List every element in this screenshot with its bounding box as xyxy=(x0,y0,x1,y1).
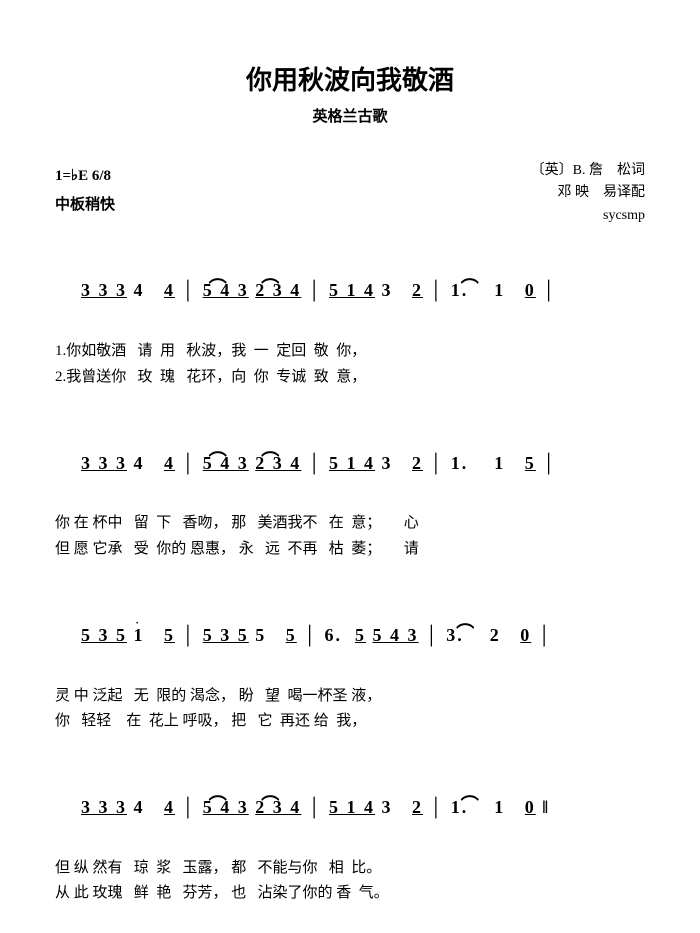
score-line-1: 3 3 3 4 4 │ ⌒5 4 3 ⌒2 3 4 │ 5 1 4 3 2 │ … xyxy=(55,242,645,390)
lyric-line-1a: 1.你如敬酒 请 用 秋波，我 一 定回 敬 你， xyxy=(55,339,645,365)
song-title: 你用秋波向我敬酒 xyxy=(55,60,645,97)
credits-block: 〔英〕B. 詹 松词 邓 映 易译配 sycsmp xyxy=(531,160,645,227)
score-line-2: 3 3 3 4 4 │ ⌒5 4 3 ⌒2 3 4 │ 5 1 4 3 2 │ … xyxy=(55,414,645,562)
song-subtitle: 英格兰古歌 xyxy=(55,105,645,126)
credit-line-1: 〔英〕B. 詹 松词 xyxy=(531,160,645,182)
notation-line: 3 3 3 4 4 │ ⌒5 4 3 ⌒2 3 4 │ 5 1 4 3 2 │ … xyxy=(55,242,645,339)
lyric-line-3a: 灵 中 泛起 无 限的 渴念， 盼 望 喝一杯圣 液， xyxy=(55,684,645,710)
lyric-line-2b: 但 愿 它承 受 你的 恩惠， 永 远 不再 枯 萎； 请 xyxy=(55,537,645,563)
lyric-line-3b: 你 轻轻 在 花上 呼吸， 把 它 再还 给 我， xyxy=(55,709,645,735)
notation-line: 5 3 5 1· 5 │ 5 3 5 5 5 │ 6. 5 5 4 3 │ ⌒3… xyxy=(55,586,645,683)
score-line-3: 5 3 5 1· 5 │ 5 3 5 5 5 │ 6. 5 5 4 3 │ ⌒3… xyxy=(55,586,645,734)
credit-line-2: 邓 映 易译配 xyxy=(531,182,645,204)
lyric-line-4b: 从 此 玫瑰 鲜 艳 芬芳， 也 沾染了你的 香 气。 xyxy=(55,881,645,907)
lyric-line-2a: 你 在 杯中 留 下 香吻， 那 美酒我不 在 意； 心 xyxy=(55,511,645,537)
credit-line-3: sycsmp xyxy=(531,205,645,227)
score-line-4: 3 3 3 4 4 │ ⌒5 4 3 ⌒2 3 4 │ 5 1 4 3 2 │ … xyxy=(55,759,645,907)
lyric-line-1b: 2.我曾送你 玫 瑰 花环，向 你 专诚 致 意， xyxy=(55,365,645,391)
lyric-line-4a: 但 纵 然有 琼 浆 玉露， 都 不能与你 相 比。 xyxy=(55,856,645,882)
notation-line: 3 3 3 4 4 │ ⌒5 4 3 ⌒2 3 4 │ 5 1 4 3 2 │ … xyxy=(55,414,645,511)
notation-line: 3 3 3 4 4 │ ⌒5 4 3 ⌒2 3 4 │ 5 1 4 3 2 │ … xyxy=(55,759,645,856)
